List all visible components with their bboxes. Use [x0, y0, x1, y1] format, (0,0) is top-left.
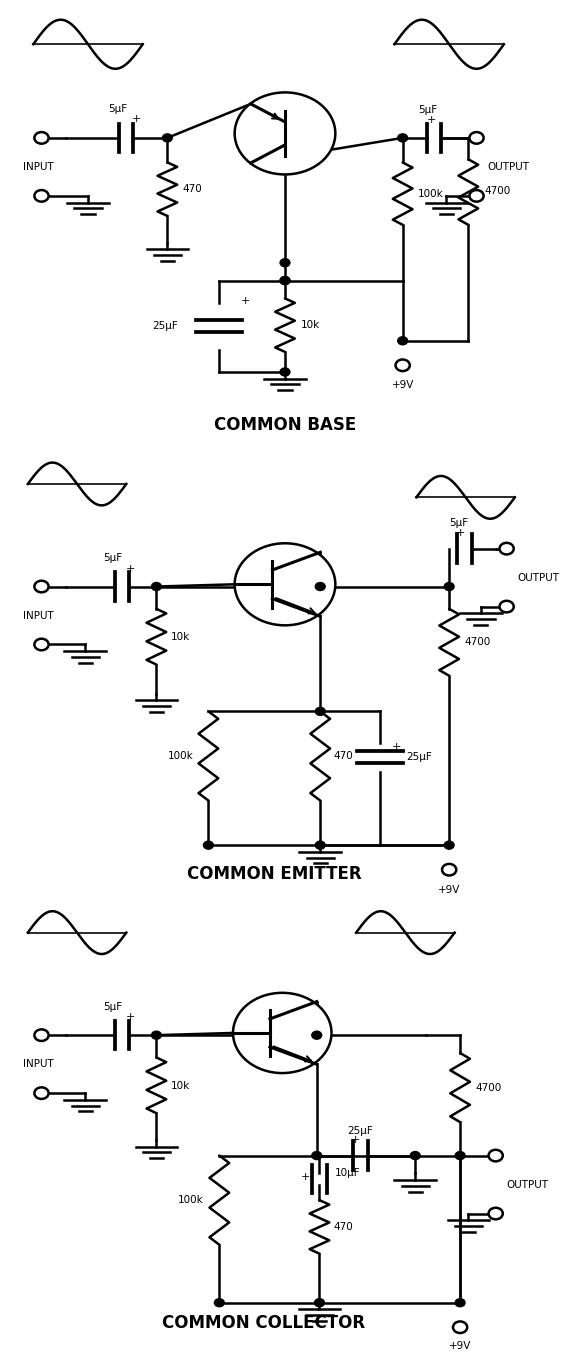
- Text: OUTPUT: OUTPUT: [507, 1180, 548, 1190]
- Text: 470: 470: [333, 1222, 353, 1232]
- Text: +: +: [126, 1013, 136, 1022]
- Text: 4700: 4700: [484, 187, 511, 196]
- Text: +: +: [126, 564, 136, 573]
- Text: 25µF: 25µF: [153, 321, 178, 331]
- Circle shape: [398, 134, 408, 141]
- Circle shape: [34, 639, 48, 650]
- Text: 25µF: 25µF: [407, 752, 433, 761]
- Circle shape: [34, 580, 48, 593]
- Text: +: +: [427, 115, 437, 125]
- Circle shape: [235, 543, 335, 626]
- Text: COMMON EMITTER: COMMON EMITTER: [187, 866, 361, 884]
- Text: 10k: 10k: [300, 320, 320, 331]
- Text: +: +: [455, 528, 465, 538]
- Circle shape: [152, 1032, 161, 1039]
- Text: 5µF: 5µF: [103, 553, 122, 564]
- Circle shape: [315, 1299, 324, 1306]
- Circle shape: [162, 134, 172, 141]
- Text: 4700: 4700: [465, 637, 491, 648]
- Text: 25µF: 25µF: [348, 1126, 373, 1136]
- Circle shape: [488, 1150, 503, 1161]
- Text: INPUT: INPUT: [23, 611, 54, 620]
- Circle shape: [152, 583, 161, 590]
- Circle shape: [396, 359, 410, 370]
- Circle shape: [34, 1029, 48, 1041]
- Circle shape: [34, 1088, 48, 1099]
- Text: +: +: [392, 742, 401, 752]
- Text: 470: 470: [334, 750, 353, 761]
- Text: 4700: 4700: [475, 1083, 502, 1092]
- Text: 10µF: 10µF: [335, 1169, 360, 1179]
- Text: 5µF: 5µF: [450, 517, 469, 528]
- Text: +9V: +9V: [438, 885, 461, 895]
- Circle shape: [499, 543, 514, 554]
- Text: +: +: [132, 114, 141, 123]
- Text: +9V: +9V: [449, 1340, 471, 1351]
- Text: 5µF: 5µF: [418, 104, 437, 115]
- Text: +9V: +9V: [392, 380, 414, 391]
- Text: 100k: 100k: [418, 188, 443, 199]
- Circle shape: [280, 277, 290, 284]
- Text: COMMON COLLECTOR: COMMON COLLECTOR: [161, 1314, 365, 1332]
- Text: 100k: 100k: [178, 1195, 204, 1205]
- Circle shape: [398, 336, 408, 344]
- Circle shape: [280, 368, 290, 376]
- Circle shape: [470, 191, 483, 202]
- Text: +: +: [241, 295, 250, 306]
- Text: 10k: 10k: [171, 1081, 190, 1091]
- Circle shape: [442, 864, 456, 875]
- Circle shape: [455, 1299, 465, 1306]
- Circle shape: [315, 583, 325, 590]
- Circle shape: [453, 1321, 467, 1334]
- Text: 5µF: 5µF: [103, 1002, 122, 1013]
- Circle shape: [214, 1299, 224, 1306]
- Text: +: +: [301, 1172, 311, 1181]
- Text: 5µF: 5µF: [108, 104, 128, 114]
- Circle shape: [312, 1032, 321, 1039]
- Circle shape: [34, 191, 48, 202]
- Circle shape: [203, 841, 213, 849]
- Circle shape: [34, 132, 48, 144]
- Circle shape: [315, 841, 325, 849]
- Text: INPUT: INPUT: [23, 162, 54, 172]
- Circle shape: [312, 1151, 321, 1159]
- Text: 100k: 100k: [168, 750, 193, 761]
- Text: +: +: [351, 1135, 360, 1146]
- Circle shape: [315, 708, 325, 715]
- Text: 10k: 10k: [171, 632, 190, 642]
- Text: OUTPUT: OUTPUT: [487, 162, 530, 172]
- Circle shape: [444, 841, 454, 849]
- Circle shape: [488, 1207, 503, 1220]
- Circle shape: [499, 601, 514, 612]
- Circle shape: [470, 132, 483, 144]
- Circle shape: [444, 583, 454, 590]
- Text: COMMON BASE: COMMON BASE: [214, 417, 356, 435]
- Text: INPUT: INPUT: [23, 1059, 54, 1069]
- Text: 470: 470: [182, 184, 202, 195]
- Circle shape: [455, 1151, 465, 1159]
- Circle shape: [280, 277, 290, 284]
- Text: OUTPUT: OUTPUT: [518, 572, 560, 583]
- Circle shape: [410, 1151, 420, 1159]
- Circle shape: [233, 993, 332, 1073]
- Circle shape: [280, 259, 290, 266]
- Circle shape: [235, 92, 335, 174]
